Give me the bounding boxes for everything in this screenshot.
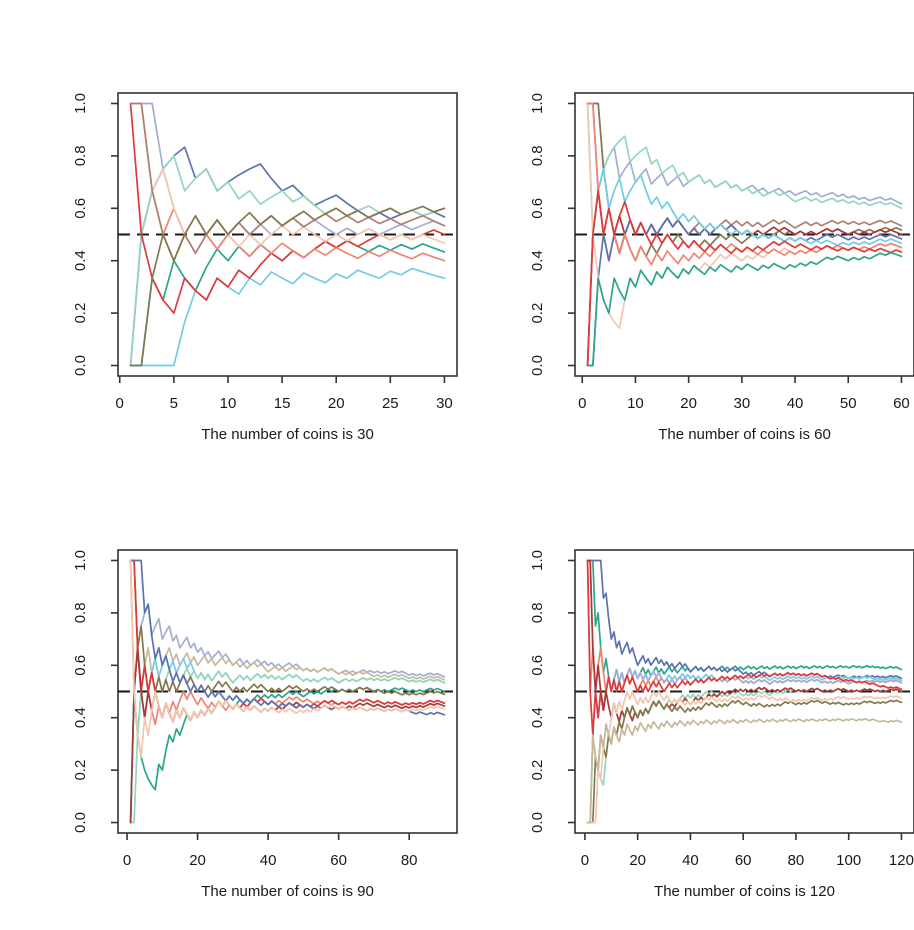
x-axis-title: The number of coins is 90 bbox=[201, 883, 374, 900]
y-tick-label: 0.2 bbox=[529, 760, 546, 781]
x-tick-label: 25 bbox=[382, 395, 399, 412]
plot-coins-30: 0 5 10 15 20 25 30 0.0 0.2 0.4 0.6 0.8 1.0 bbox=[72, 92, 458, 412]
plot-coins-120: 0 20 40 60 80 100 120 0.0 0.2 0.4 0.6 0.8 1.0 bbox=[529, 549, 914, 869]
series-line bbox=[129, 686, 446, 824]
y-tick-label: 0.6 bbox=[529, 655, 546, 676]
x-tick-label: 0 bbox=[116, 395, 124, 412]
y-tick-label: 0.2 bbox=[529, 303, 546, 324]
x-tick-label: 120 bbox=[889, 852, 914, 869]
x-tick-label: 5 bbox=[170, 395, 178, 412]
series-line bbox=[586, 135, 903, 367]
x-tick-label: 30 bbox=[733, 395, 750, 412]
y-tick-label: 0.6 bbox=[72, 198, 89, 219]
x-axis-title: The number of coins is 120 bbox=[654, 883, 835, 900]
series-line bbox=[586, 559, 903, 737]
series-line bbox=[129, 205, 446, 367]
series-line bbox=[586, 189, 903, 367]
series-line bbox=[586, 687, 903, 824]
x-tick-label: 15 bbox=[274, 395, 291, 412]
x-tick-label: 80 bbox=[401, 852, 418, 869]
series-line bbox=[129, 102, 446, 248]
chart-panel-coins-60: 0 10 20 30 40 50 60 0.0 0.2 0.4 0.6 0.8 1.0 The numb… bbox=[497, 16, 914, 473]
series-line bbox=[586, 559, 903, 719]
y-tick-label: 0.6 bbox=[72, 655, 89, 676]
x-tick-label: 40 bbox=[260, 852, 277, 869]
y-tick-label: 0.0 bbox=[529, 812, 546, 833]
x-tick-label: 40 bbox=[787, 395, 804, 412]
x-tick-label: 0 bbox=[123, 852, 131, 869]
chart-panel-coins-90: 0 20 40 60 80 0.0 0.2 0.4 0.6 0.8 1.0 The number o… bbox=[40, 473, 497, 930]
plot-coins-60: 0 10 20 30 40 50 60 0.0 0.2 0.4 0.6 0.8 1.0 bbox=[529, 92, 914, 412]
x-tick-label: 20 bbox=[328, 395, 345, 412]
y-tick-label: 1.0 bbox=[72, 93, 89, 114]
y-tick-label: 0.8 bbox=[72, 145, 89, 166]
y-tick-label: 1.0 bbox=[72, 550, 89, 571]
x-tick-label: 60 bbox=[893, 395, 910, 412]
x-tick-label: 20 bbox=[629, 852, 646, 869]
series-line bbox=[586, 251, 903, 367]
y-tick-label: 0.0 bbox=[529, 355, 546, 376]
y-tick-label: 1.0 bbox=[529, 550, 546, 571]
x-tick-label: 40 bbox=[682, 852, 699, 869]
y-tick-label: 0.2 bbox=[72, 760, 89, 781]
x-axis-title: The number of coins is 30 bbox=[201, 426, 374, 443]
series-line bbox=[129, 559, 446, 758]
y-tick-label: 1.0 bbox=[529, 93, 546, 114]
y-tick-label: 0.8 bbox=[529, 602, 546, 623]
x-tick-label: 0 bbox=[581, 852, 589, 869]
y-tick-label: 0.0 bbox=[72, 355, 89, 376]
x-tick-label: 60 bbox=[735, 852, 752, 869]
y-tick-label: 0.2 bbox=[72, 303, 89, 324]
series-line bbox=[586, 699, 903, 824]
series-line bbox=[129, 102, 446, 250]
series-line bbox=[129, 146, 446, 367]
x-tick-label: 30 bbox=[436, 395, 453, 412]
series-line bbox=[129, 267, 446, 367]
series-line bbox=[586, 102, 903, 329]
y-tick-label: 0.4 bbox=[529, 707, 546, 728]
y-tick-label: 0.4 bbox=[72, 707, 89, 728]
series-line bbox=[586, 102, 903, 247]
y-tick-label: 0.8 bbox=[72, 602, 89, 623]
chart-panel-coins-30: 0 5 10 15 20 25 30 0.0 0.2 0.4 0.6 0.8 1.0 The numbe… bbox=[40, 16, 497, 473]
x-tick-label: 20 bbox=[189, 852, 206, 869]
x-axis-title: The number of coins is 60 bbox=[658, 426, 831, 443]
x-tick-label: 100 bbox=[836, 852, 861, 869]
series-line bbox=[586, 717, 903, 824]
x-tick-label: 10 bbox=[627, 395, 644, 412]
series-line bbox=[586, 690, 903, 824]
y-tick-label: 0.6 bbox=[529, 198, 546, 219]
y-tick-label: 0.4 bbox=[529, 250, 546, 271]
y-tick-label: 0.0 bbox=[72, 812, 89, 833]
plot-coins-90: 0 20 40 60 80 0.0 0.2 0.4 0.6 0.8 1.0 bbox=[72, 549, 458, 869]
x-tick-label: 10 bbox=[220, 395, 237, 412]
chart-panel-coins-120: 0 20 40 60 80 100 120 0.0 0.2 0.4 0.6 0.8 1.0 The nu… bbox=[497, 473, 914, 930]
x-tick-label: 80 bbox=[788, 852, 805, 869]
series-line bbox=[129, 603, 446, 824]
x-tick-label: 20 bbox=[680, 395, 697, 412]
series-line bbox=[586, 559, 903, 680]
series-line bbox=[129, 654, 446, 824]
y-tick-label: 0.4 bbox=[72, 250, 89, 271]
x-tick-label: 0 bbox=[578, 395, 586, 412]
x-tick-label: 50 bbox=[840, 395, 857, 412]
series-line bbox=[586, 189, 903, 367]
y-tick-label: 0.8 bbox=[529, 145, 546, 166]
x-tick-label: 60 bbox=[330, 852, 347, 869]
